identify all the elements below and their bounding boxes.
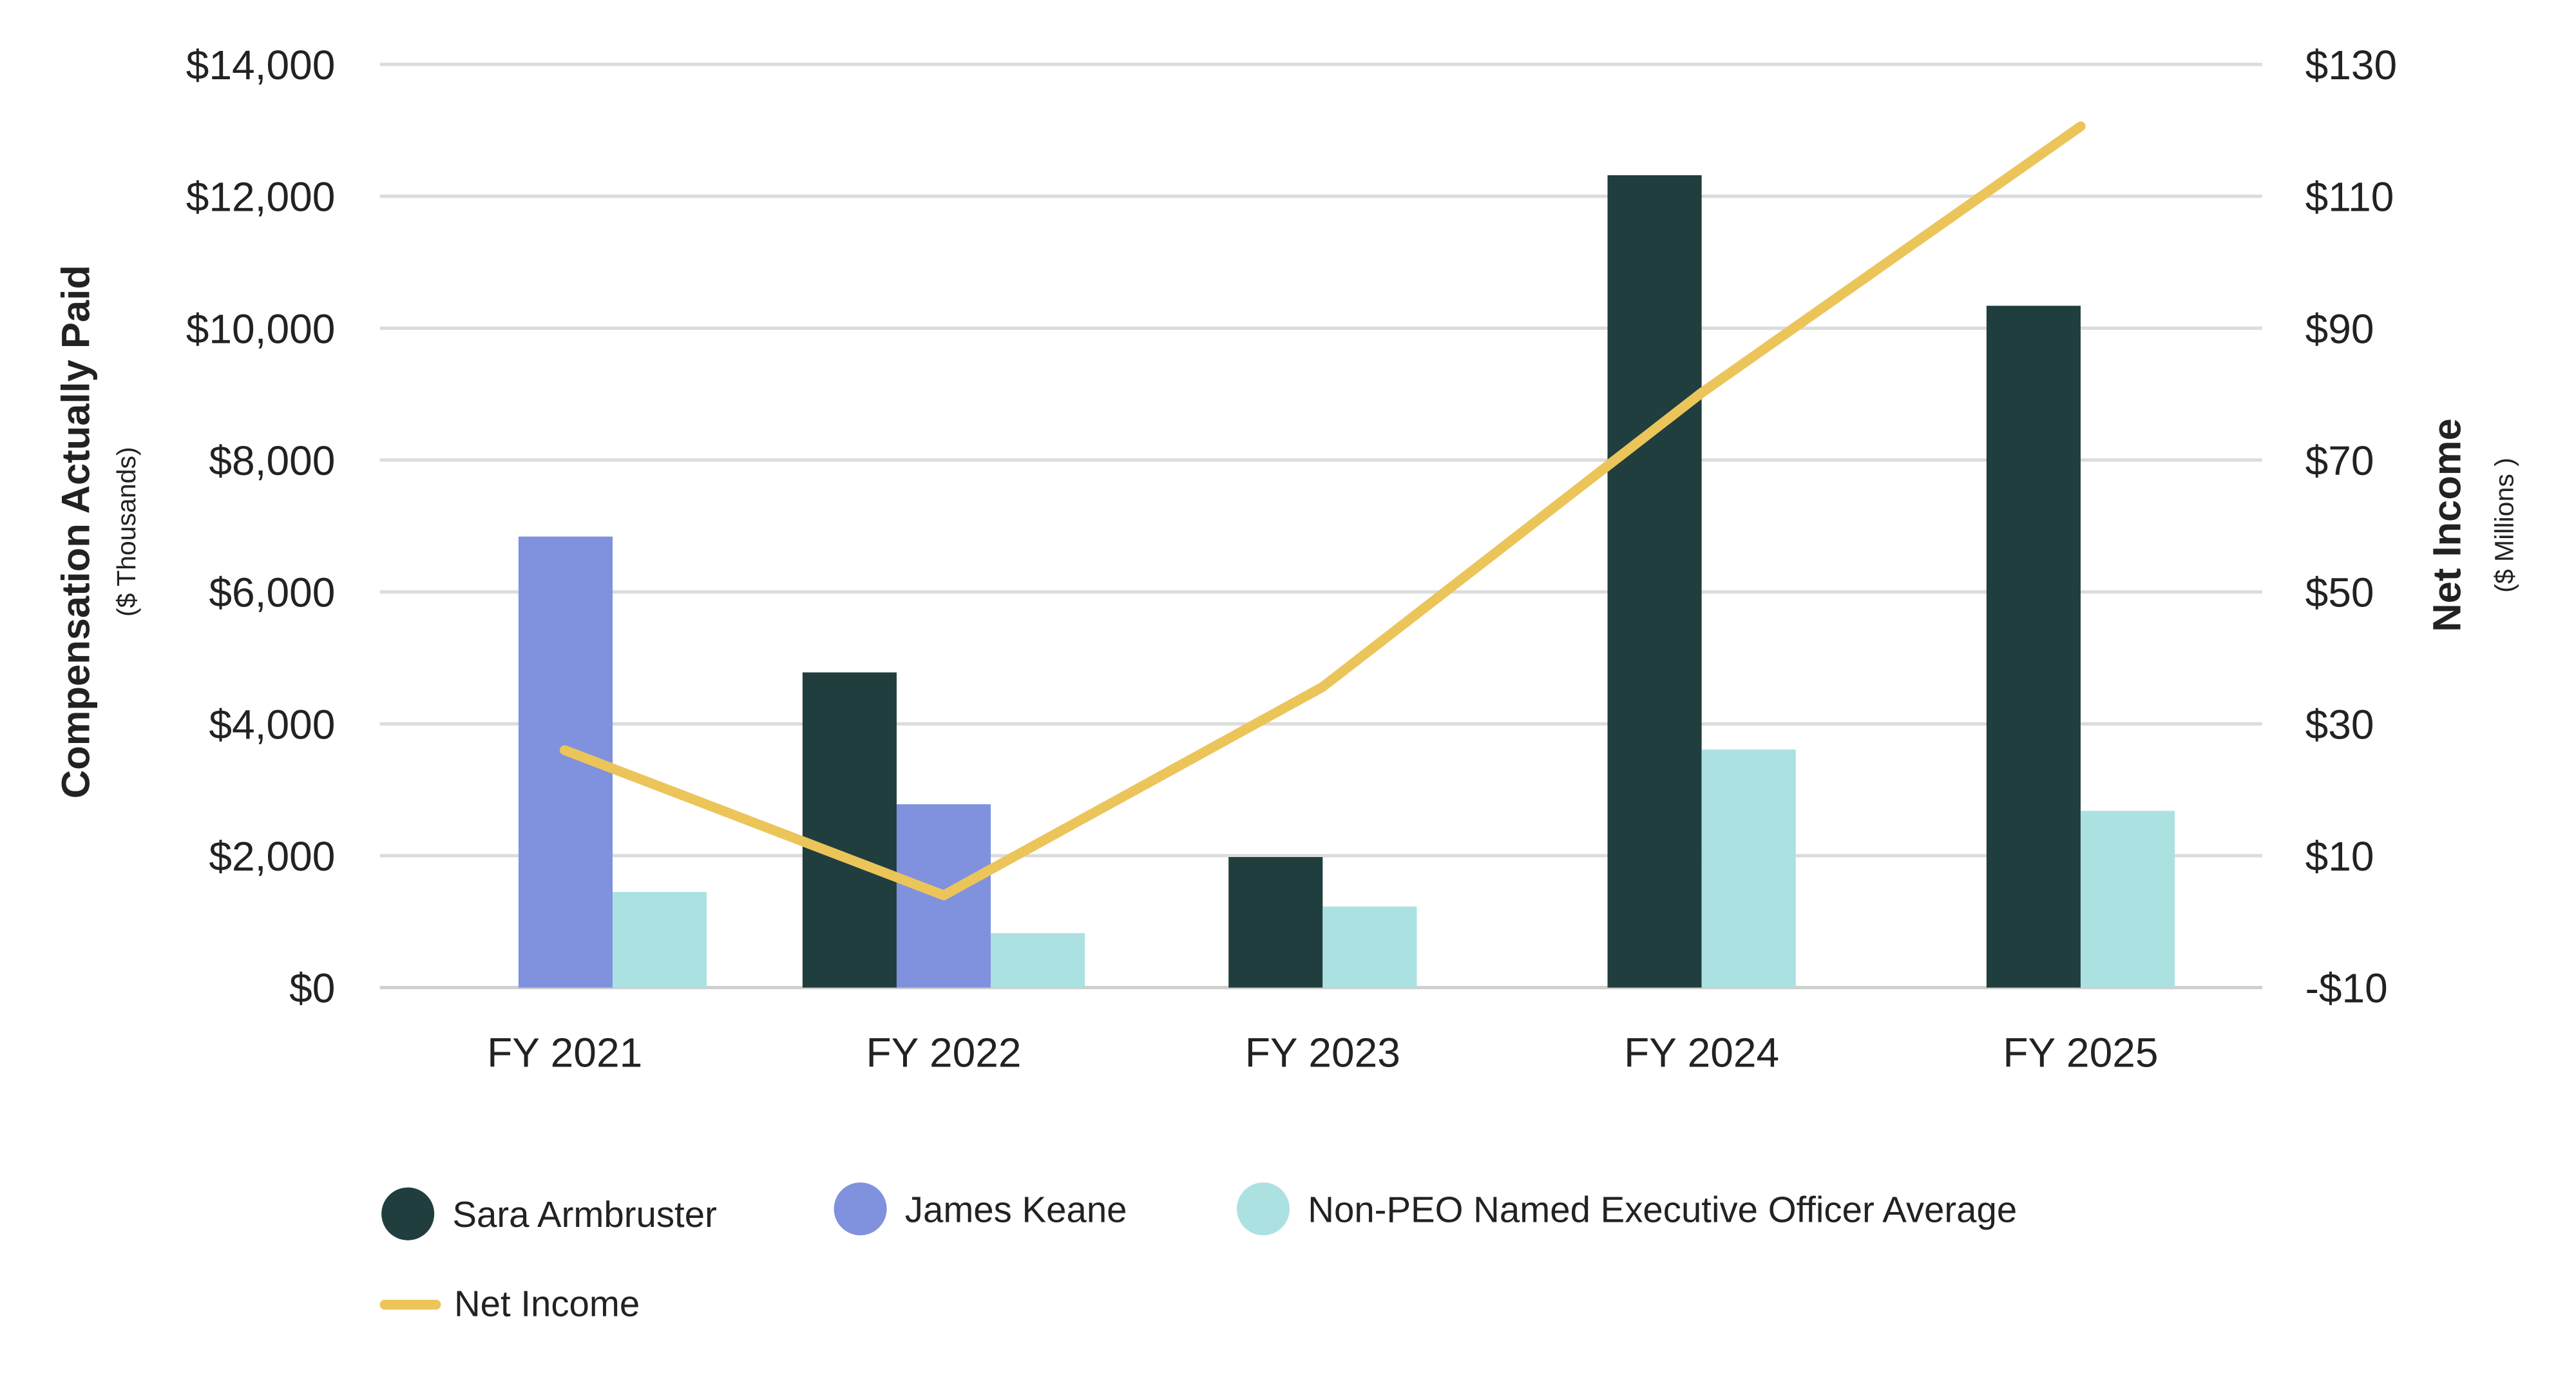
x-tick-label: FY 2023 [1245,1030,1400,1076]
left-tick-label: $4,000 [209,701,335,747]
right-tick-label: $110 [2305,174,2394,220]
right-axis-ticks: -$10 $10 $30 $50 $70 $90 $110 $130 [2305,42,2398,1012]
left-tick-label: $8,000 [209,438,335,484]
x-tick-label: FY 2021 [487,1030,642,1076]
left-tick-label: $12,000 [186,174,336,220]
legend-swatch-james-keane [834,1182,887,1236]
bars [518,175,2175,988]
legend-swatch-sara-armbruster [381,1187,435,1240]
legend-label-james-keane: James Keane [905,1190,1127,1230]
bar-sara-armbruster-fy-2022 [802,672,897,988]
right-tick-label: $70 [2305,438,2374,484]
x-axis-labels: FY 2021 FY 2022 FY 2023 FY 2024 FY 2025 [487,1030,2158,1076]
legend: Sara Armbruster James Keane Non-PEO Name… [379,1182,2017,1324]
bar-non-peo-named-executive-officer-average-fy-2023 [1322,906,1417,988]
bar-non-peo-named-executive-officer-average-fy-2022 [991,933,1085,988]
left-tick-label: $10,000 [186,305,336,352]
right-tick-label: $50 [2305,570,2374,616]
net-income-point [1701,392,1702,393]
x-tick-label: FY 2022 [866,1030,1021,1076]
left-tick-label: $14,000 [186,42,336,88]
right-tick-label: $130 [2305,42,2398,88]
bar-sara-armbruster-fy-2023 [1228,856,1323,988]
bar-sara-armbruster-fy-2025 [1986,305,2081,988]
legend-label-net-income: Net Income [454,1284,640,1324]
net-income-polyline [560,121,2086,901]
right-tick-label: $30 [2305,701,2374,747]
net-income-line [560,121,2086,901]
left-tick-label: $6,000 [209,570,335,616]
right-axis-title: Net Income [2425,418,2470,632]
bar-non-peo-named-executive-officer-average-fy-2024 [1701,749,1796,988]
bar-non-peo-named-executive-officer-average-fy-2021 [613,892,707,988]
legend-label-non-peo: Non-PEO Named Executive Officer Average [1308,1190,2017,1230]
right-tick-label: $90 [2305,305,2374,352]
bar-non-peo-named-executive-officer-average-fy-2025 [2080,811,2175,988]
left-axis-title: Compensation Actually Paid [53,265,98,798]
left-axis-ticks: $0 $2,000 $4,000 $6,000 $8,000 $10,000 $12,000… [186,42,336,1012]
right-tick-label: $10 [2305,833,2374,880]
bar-sara-armbruster-fy-2024 [1607,175,1702,988]
x-tick-label: FY 2024 [1624,1030,1779,1076]
left-tick-label: $2,000 [209,833,335,880]
net-income-point [1322,686,1323,688]
net-income-point [564,749,565,751]
gridlines [379,63,2262,990]
left-tick-label: $0 [289,965,335,1012]
right-axis-subtitle: ($ Millions ) [2490,458,2519,593]
right-tick-label: -$10 [2305,965,2388,1012]
legend-swatch-non-peo [1237,1182,1290,1236]
legend-label-sara-armbruster: Sara Armbruster [452,1194,716,1235]
x-tick-label: FY 2025 [2003,1030,2158,1076]
left-axis-subtitle: ($ Thousands) [111,447,141,617]
